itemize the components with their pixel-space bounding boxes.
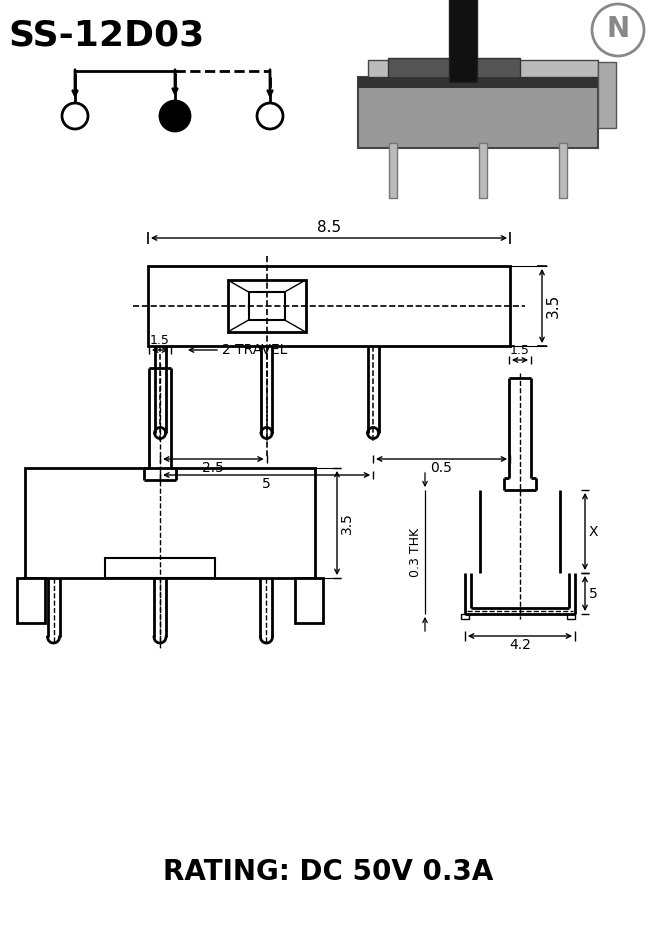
Text: 3.5: 3.5: [340, 512, 354, 534]
Bar: [567, 614, 575, 619]
Text: RATING: DC 50V 0.3A: RATING: DC 50V 0.3A: [163, 858, 493, 886]
Bar: [25, 468, 315, 578]
Circle shape: [160, 101, 190, 131]
Bar: [598, 62, 616, 128]
Bar: [248, 292, 284, 320]
Bar: [368, 60, 598, 77]
Text: 3.5: 3.5: [546, 294, 561, 318]
Text: 2 TRAVEL: 2 TRAVEL: [222, 343, 287, 357]
Text: SS-12D03: SS-12D03: [8, 18, 204, 52]
Bar: [227, 280, 306, 332]
Bar: [358, 77, 598, 148]
Text: 1.5: 1.5: [510, 344, 530, 357]
Bar: [449, 0, 477, 82]
Text: X: X: [589, 524, 599, 538]
Bar: [559, 143, 567, 198]
Text: 5: 5: [262, 477, 271, 491]
Bar: [388, 58, 520, 80]
Bar: [148, 266, 510, 346]
Bar: [295, 578, 323, 623]
Text: 8.5: 8.5: [317, 220, 341, 235]
Text: 0.3 THK: 0.3 THK: [409, 527, 422, 577]
Bar: [358, 77, 598, 87]
Bar: [461, 614, 469, 619]
Bar: [105, 558, 215, 578]
Text: 1.5: 1.5: [150, 334, 170, 347]
Text: 0.5: 0.5: [430, 461, 453, 475]
Bar: [389, 143, 397, 198]
Text: N: N: [606, 15, 629, 43]
Bar: [479, 143, 487, 198]
Bar: [17, 578, 45, 623]
Text: 2.5: 2.5: [202, 461, 224, 475]
Text: 4.2: 4.2: [509, 638, 531, 652]
Text: 5: 5: [589, 586, 598, 600]
